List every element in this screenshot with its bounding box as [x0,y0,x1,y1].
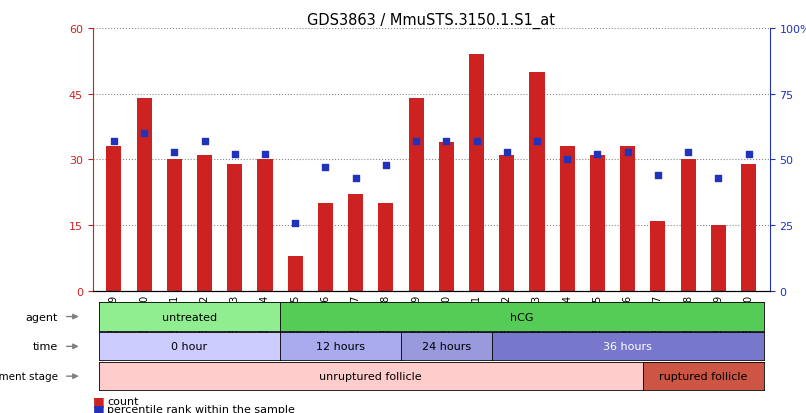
Bar [438,142,454,291]
Point [138,131,151,137]
Bar [559,147,575,291]
Bar [227,164,243,291]
Bar [620,147,635,291]
Text: GDS3863 / MmuSTS.3150.1.S1_at: GDS3863 / MmuSTS.3150.1.S1_at [307,12,555,28]
Bar [378,204,393,291]
Point [682,149,695,155]
Bar [590,156,605,291]
Bar [288,256,303,291]
Point [501,149,513,155]
Point [380,162,393,169]
Bar [136,99,152,291]
Text: hCG: hCG [510,312,534,322]
Text: development stage: development stage [0,371,58,381]
Point [107,138,120,145]
Bar [530,73,545,291]
Point [591,152,604,158]
Point [651,173,664,179]
Bar [650,221,666,291]
Point [409,138,422,145]
Bar [741,164,756,291]
Text: count: count [107,396,139,406]
Text: ■: ■ [93,402,109,413]
Text: ■: ■ [93,394,109,407]
Text: 24 hours: 24 hours [422,342,471,351]
Bar [469,55,484,291]
Text: ruptured follicle: ruptured follicle [659,371,747,381]
Bar [167,160,182,291]
Point [530,138,543,145]
Point [742,152,755,158]
Point [228,152,241,158]
Bar [257,160,272,291]
Point [470,138,483,145]
Point [712,175,725,182]
Text: time: time [32,342,58,351]
Point [440,138,453,145]
Text: percentile rank within the sample: percentile rank within the sample [107,404,295,413]
Bar [197,156,212,291]
Point [289,220,301,226]
Point [621,149,634,155]
Point [168,149,181,155]
Bar [711,225,726,291]
Bar [680,160,696,291]
Text: agent: agent [25,312,58,322]
Point [259,152,272,158]
Bar [348,195,364,291]
Text: 0 hour: 0 hour [172,342,207,351]
Bar [499,156,514,291]
Text: 12 hours: 12 hours [316,342,365,351]
Point [198,138,211,145]
Point [561,157,574,164]
Bar [106,147,122,291]
Point [319,165,332,171]
Text: 36 hours: 36 hours [603,342,652,351]
Bar [318,204,333,291]
Text: unruptured follicle: unruptured follicle [319,371,422,381]
Point [349,175,362,182]
Text: untreated: untreated [162,312,217,322]
Bar [409,99,424,291]
